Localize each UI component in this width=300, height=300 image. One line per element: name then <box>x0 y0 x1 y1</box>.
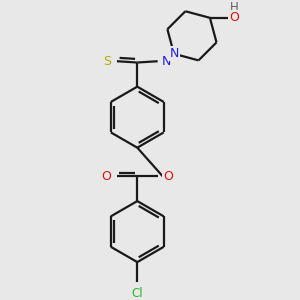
Text: O: O <box>229 11 239 24</box>
Text: N: N <box>169 47 179 60</box>
Text: N: N <box>162 55 171 68</box>
Text: Cl: Cl <box>131 287 143 300</box>
Text: H: H <box>230 1 239 14</box>
Text: S: S <box>103 55 111 68</box>
Text: O: O <box>101 170 111 183</box>
Text: O: O <box>163 170 173 183</box>
